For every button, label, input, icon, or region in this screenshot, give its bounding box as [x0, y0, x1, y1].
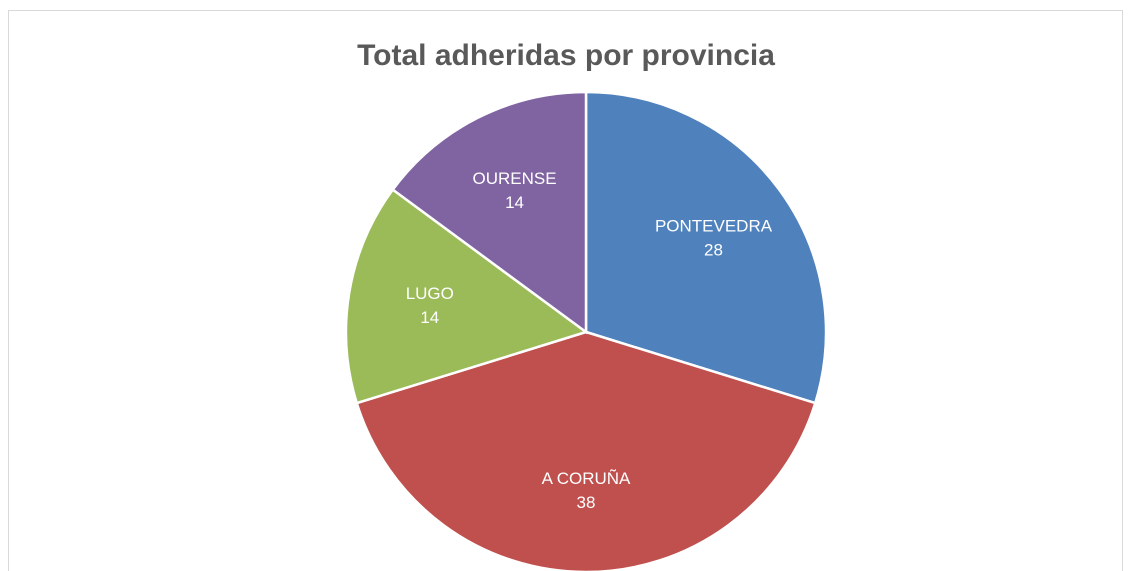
pie-slice [344, 187, 589, 405]
pie-slice [391, 90, 588, 335]
slice-label: A CORUÑA [542, 469, 631, 488]
slice-label: OURENSE [473, 169, 557, 188]
pie-slice [584, 90, 828, 405]
slice-value: 38 [577, 493, 596, 512]
chart-title: Total adheridas por provincia [357, 39, 775, 72]
pie-slice [355, 330, 817, 571]
slice-value: 14 [505, 193, 524, 212]
slice-value: 14 [420, 308, 439, 327]
slice-value: 28 [704, 241, 723, 260]
slice-label: LUGO [406, 284, 454, 303]
slice-label: PONTEVEDRA [655, 217, 773, 236]
